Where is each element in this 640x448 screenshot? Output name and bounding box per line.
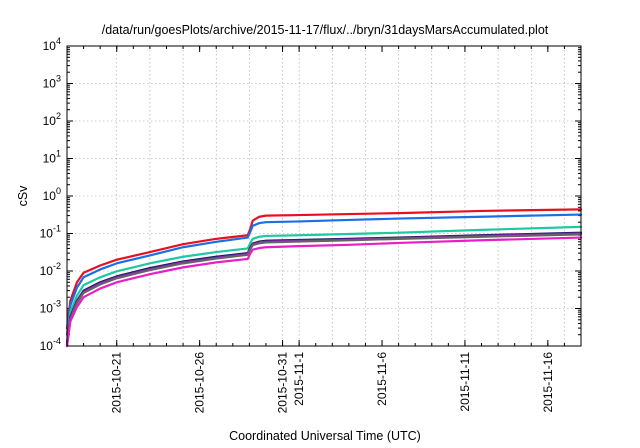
- series-layer: [65, 208, 583, 348]
- grid: [67, 46, 581, 346]
- x-tick-label: 2015-10-21: [110, 352, 124, 414]
- x-tick-label: 2015-11-6: [375, 352, 389, 406]
- x-tick-label: 2015-11-16: [541, 352, 555, 413]
- x-tick-labels: 2015-10-21 2015-10-26 2015-10-31 2015-11-1 2…: [110, 352, 555, 414]
- series-line-blue: [65, 213, 583, 336]
- y-axis-label: cSv: [16, 185, 30, 207]
- series-line-gray: [65, 233, 583, 348]
- plot-frame: [66, 45, 582, 347]
- series-line-magenta: [65, 236, 583, 348]
- series-line-teal: [65, 225, 583, 343]
- x-tick-label: 2015-11-11: [458, 352, 472, 412]
- y-tick-label: 104: [43, 36, 61, 53]
- y-tick-label: 10-1: [40, 224, 61, 241]
- y-tick-label: 103: [43, 74, 61, 91]
- y-tick-label: 102: [43, 111, 61, 128]
- series-line-purple: [65, 232, 583, 348]
- x-tick-label: 2015-10-26: [193, 352, 207, 414]
- x-axis-label: Coordinated Universal Time (UTC): [229, 429, 421, 443]
- series-line-navy: [65, 231, 583, 346]
- y-tick-label: 101: [43, 149, 61, 166]
- y-tick-label: 10-3: [40, 299, 61, 316]
- y-tick-labels: 10-4 10-3 10-2 10-1 100 101 102 103 104: [40, 36, 61, 353]
- y-tick-label: 10-2: [40, 261, 61, 278]
- y-tick-label: 100: [43, 186, 61, 203]
- x-tick-label: 2015-11-1: [292, 352, 306, 406]
- x-tick-label: 2015-10-31: [276, 352, 290, 414]
- chart-title: /data/run/goesPlots/archive/2015-11-17/f…: [102, 23, 549, 37]
- y-tick-label: 10-4: [40, 336, 61, 353]
